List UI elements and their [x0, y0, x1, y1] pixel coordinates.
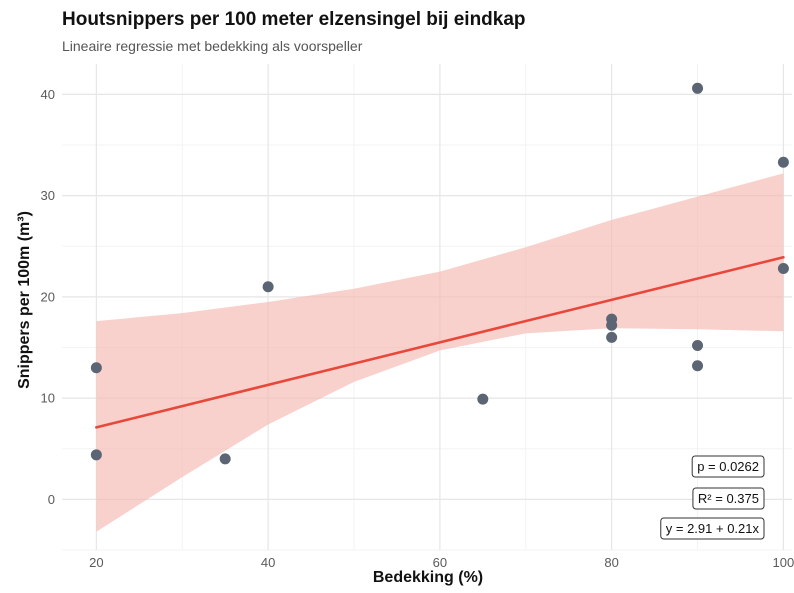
stat-annotation-box — [660, 517, 765, 540]
x-axis-ticks: 20 40 60 80 100 — [89, 555, 794, 570]
x-tick-label: 20 — [89, 555, 103, 570]
data-points — [90, 82, 789, 465]
x-tick-label: 60 — [433, 555, 447, 570]
data-point — [477, 393, 489, 405]
chart-title: Houtsnippers per 100 meter elzensingel b… — [62, 9, 526, 30]
chart-subtitle: Lineaire regressie met bedekking als voo… — [62, 38, 363, 54]
stat-annotation-text: y = 2.91 + 0.21x — [666, 521, 760, 536]
data-point — [777, 263, 789, 275]
x-tick-label: 100 — [773, 555, 794, 570]
stat-annotation: y = 2.91 + 0.21x — [660, 517, 765, 540]
y-tick-label: 0 — [48, 492, 55, 507]
x-axis-title: Bedekking (%) — [373, 569, 483, 586]
y-axis-title: Snippers per 100m (m³) — [16, 211, 33, 389]
stat-annotation-box — [692, 487, 765, 510]
x-tick-label: 40 — [261, 555, 275, 570]
confidence-band — [96, 173, 784, 532]
y-tick-label: 40 — [41, 87, 55, 102]
regression-line — [95, 255, 785, 429]
data-point — [606, 331, 618, 343]
data-point — [90, 449, 102, 461]
stat-annotation: p = 0.0262 — [691, 455, 765, 478]
stat-annotation: R² = 0.375 — [692, 487, 765, 510]
data-point — [692, 339, 704, 351]
confidence-band-area — [96, 173, 784, 532]
stat-annotation-text: R² = 0.375 — [698, 491, 759, 506]
y-axis-ticks: 0 10 20 30 40 — [41, 87, 55, 507]
data-point — [219, 453, 231, 465]
y-tick-label: 30 — [41, 188, 55, 203]
stats-annotations: p = 0.0262 R² = 0.375 y = 2.91 + 0.21x — [660, 455, 765, 540]
data-point — [692, 360, 704, 372]
data-point — [90, 362, 102, 374]
regression-line-group — [95, 255, 785, 429]
data-point — [777, 156, 789, 168]
stat-annotation-text: p = 0.0262 — [697, 459, 759, 474]
y-tick-label: 10 — [41, 391, 55, 406]
y-tick-label: 20 — [41, 289, 55, 304]
x-tick-label: 80 — [604, 555, 618, 570]
stat-annotation-box — [691, 455, 765, 478]
data-point — [262, 281, 274, 293]
data-point — [692, 82, 704, 94]
data-point — [606, 319, 618, 331]
